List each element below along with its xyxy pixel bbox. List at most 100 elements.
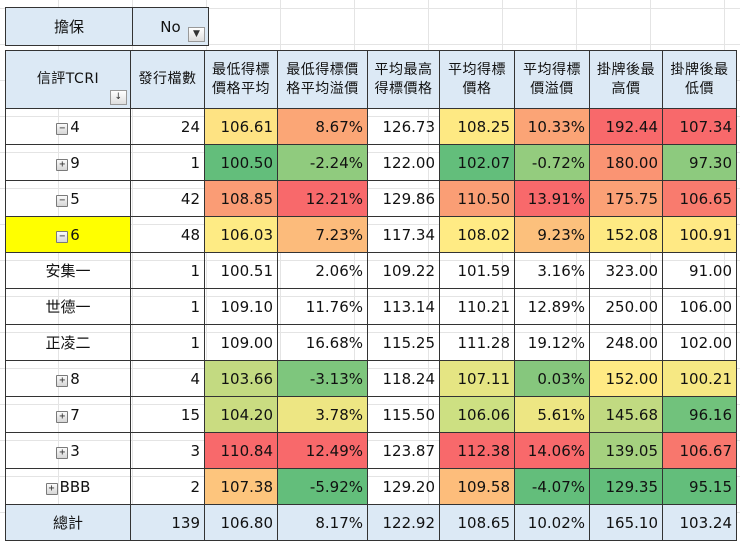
value-cell[interactable]: 3.78% bbox=[277, 396, 368, 433]
value-cell[interactable]: 115.50 bbox=[367, 396, 440, 433]
value-cell[interactable]: 106.65 bbox=[662, 180, 737, 217]
value-cell[interactable]: 165.10 bbox=[589, 504, 663, 541]
value-cell[interactable]: 91.00 bbox=[662, 252, 737, 289]
value-cell[interactable]: 8.67% bbox=[277, 108, 368, 145]
value-cell[interactable]: 106.61 bbox=[204, 108, 278, 145]
collapse-icon[interactable]: − bbox=[56, 122, 69, 135]
value-cell[interactable]: 122.92 bbox=[367, 504, 440, 541]
value-cell[interactable]: 106.06 bbox=[439, 396, 515, 433]
count-cell[interactable]: 1 bbox=[130, 324, 205, 361]
value-cell[interactable]: 107.11 bbox=[439, 360, 515, 397]
value-cell[interactable]: 109.58 bbox=[439, 468, 515, 505]
value-cell[interactable]: 192.44 bbox=[589, 108, 663, 145]
value-cell[interactable]: 102.07 bbox=[439, 144, 515, 181]
value-cell[interactable]: 7.23% bbox=[277, 216, 368, 253]
count-cell[interactable]: 42 bbox=[130, 180, 205, 217]
value-cell[interactable]: 12.89% bbox=[514, 288, 590, 325]
expand-icon[interactable]: + bbox=[56, 446, 69, 459]
value-cell[interactable]: 110.84 bbox=[204, 432, 278, 469]
value-cell[interactable]: 113.14 bbox=[367, 288, 440, 325]
value-cell[interactable]: 106.00 bbox=[662, 288, 737, 325]
value-cell[interactable]: 14.06% bbox=[514, 432, 590, 469]
value-cell[interactable]: 126.73 bbox=[367, 108, 440, 145]
value-cell[interactable]: 117.34 bbox=[367, 216, 440, 253]
value-cell[interactable]: 115.25 bbox=[367, 324, 440, 361]
value-cell[interactable]: 145.68 bbox=[589, 396, 663, 433]
value-cell[interactable]: 100.21 bbox=[662, 360, 737, 397]
value-cell[interactable]: 111.28 bbox=[439, 324, 515, 361]
value-cell[interactable]: 129.86 bbox=[367, 180, 440, 217]
expand-icon[interactable]: + bbox=[56, 410, 69, 423]
value-cell[interactable]: 109.10 bbox=[204, 288, 278, 325]
count-cell[interactable]: 24 bbox=[130, 108, 205, 145]
row-label-cell[interactable]: −5 bbox=[5, 180, 131, 217]
value-cell[interactable]: 12.49% bbox=[277, 432, 368, 469]
value-cell[interactable]: 97.30 bbox=[662, 144, 737, 181]
value-cell[interactable]: -0.72% bbox=[514, 144, 590, 181]
value-cell[interactable]: 0.03% bbox=[514, 360, 590, 397]
value-cell[interactable]: 175.75 bbox=[589, 180, 663, 217]
value-cell[interactable]: 129.35 bbox=[589, 468, 663, 505]
value-cell[interactable]: 108.02 bbox=[439, 216, 515, 253]
value-cell[interactable]: 109.00 bbox=[204, 324, 278, 361]
value-cell[interactable]: 110.21 bbox=[439, 288, 515, 325]
value-cell[interactable]: 139.05 bbox=[589, 432, 663, 469]
value-cell[interactable]: 152.08 bbox=[589, 216, 663, 253]
value-cell[interactable]: 100.91 bbox=[662, 216, 737, 253]
value-cell[interactable]: 152.00 bbox=[589, 360, 663, 397]
value-cell[interactable]: 103.24 bbox=[662, 504, 737, 541]
value-cell[interactable]: 106.80 bbox=[204, 504, 278, 541]
value-cell[interactable]: 112.38 bbox=[439, 432, 515, 469]
value-cell[interactable]: -5.92% bbox=[277, 468, 368, 505]
value-cell[interactable]: 102.00 bbox=[662, 324, 737, 361]
row-label-cell[interactable]: +8 bbox=[5, 360, 131, 397]
value-cell[interactable]: 250.00 bbox=[589, 288, 663, 325]
value-cell[interactable]: 118.24 bbox=[367, 360, 440, 397]
count-cell[interactable]: 1 bbox=[130, 288, 205, 325]
count-cell[interactable]: 48 bbox=[130, 216, 205, 253]
value-cell[interactable]: 106.67 bbox=[662, 432, 737, 469]
value-cell[interactable]: 101.59 bbox=[439, 252, 515, 289]
value-cell[interactable]: 103.66 bbox=[204, 360, 278, 397]
row-label-cell[interactable]: 安集一 bbox=[5, 252, 131, 289]
value-cell[interactable]: 16.68% bbox=[277, 324, 368, 361]
row-label-cell[interactable]: + BBB bbox=[5, 468, 131, 505]
expand-icon[interactable]: + bbox=[45, 482, 58, 495]
count-cell[interactable]: 139 bbox=[130, 504, 205, 541]
row-label-cell[interactable]: +9 bbox=[5, 144, 131, 181]
row-label-cell[interactable]: −6 bbox=[5, 216, 131, 253]
collapse-icon[interactable]: − bbox=[56, 230, 69, 243]
count-cell[interactable]: 1 bbox=[130, 252, 205, 289]
value-cell[interactable]: 13.91% bbox=[514, 180, 590, 217]
count-cell[interactable]: 4 bbox=[130, 360, 205, 397]
value-cell[interactable]: 11.76% bbox=[277, 288, 368, 325]
sort-descending-icon[interactable]: ↓ bbox=[110, 90, 127, 105]
value-cell[interactable]: 95.15 bbox=[662, 468, 737, 505]
count-cell[interactable]: 3 bbox=[130, 432, 205, 469]
value-cell[interactable]: 3.16% bbox=[514, 252, 590, 289]
value-cell[interactable]: 96.16 bbox=[662, 396, 737, 433]
value-cell[interactable]: 123.87 bbox=[367, 432, 440, 469]
value-cell[interactable]: 129.20 bbox=[367, 468, 440, 505]
count-cell[interactable]: 15 bbox=[130, 396, 205, 433]
count-cell[interactable]: 2 bbox=[130, 468, 205, 505]
value-cell[interactable]: 108.85 bbox=[204, 180, 278, 217]
collapse-icon[interactable]: − bbox=[56, 194, 69, 207]
expand-icon[interactable]: + bbox=[56, 374, 69, 387]
value-cell[interactable]: 180.00 bbox=[589, 144, 663, 181]
value-cell[interactable]: 106.03 bbox=[204, 216, 278, 253]
value-cell[interactable]: -3.13% bbox=[277, 360, 368, 397]
value-cell[interactable]: 19.12% bbox=[514, 324, 590, 361]
value-cell[interactable]: 9.23% bbox=[514, 216, 590, 253]
value-cell[interactable]: 323.00 bbox=[589, 252, 663, 289]
value-cell[interactable]: 12.21% bbox=[277, 180, 368, 217]
value-cell[interactable]: 107.34 bbox=[662, 108, 737, 145]
value-cell[interactable]: 108.65 bbox=[439, 504, 515, 541]
value-cell[interactable]: 5.61% bbox=[514, 396, 590, 433]
row-label-cell[interactable]: +3 bbox=[5, 432, 131, 469]
value-cell[interactable]: 107.38 bbox=[204, 468, 278, 505]
count-cell[interactable]: 1 bbox=[130, 144, 205, 181]
row-label-header[interactable]: 信評TCRI ↓ bbox=[5, 50, 131, 109]
value-cell[interactable]: 108.25 bbox=[439, 108, 515, 145]
row-label-cell[interactable]: 正凌二 bbox=[5, 324, 131, 361]
